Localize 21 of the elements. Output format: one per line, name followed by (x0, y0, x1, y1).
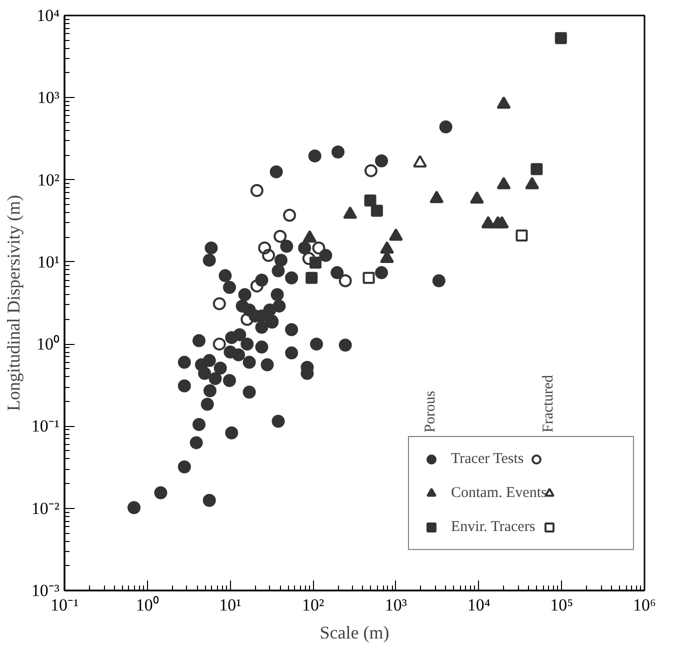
x-tick-label: 10⁰ (136, 596, 159, 614)
y-tick-label: 10⁻¹ (31, 416, 60, 436)
legend-label: Tracer Tests (451, 450, 525, 468)
y-tick-label: 10⁻² (31, 498, 60, 518)
x-tick-label: 10² (302, 596, 324, 614)
y-tick-label: 10⁴ (36, 6, 60, 25)
x-axis-title: Scale (m) (320, 622, 390, 642)
x-tick-label: 10⁶ (633, 596, 656, 614)
x-tick-label: 10⁵ (550, 596, 574, 614)
y-tick-label: 10⁰ (36, 334, 60, 354)
x-tick-label: 10⁴ (467, 596, 490, 614)
annotation: Fractured (540, 374, 556, 432)
x-tick-label: 10³ (384, 596, 407, 614)
annotation: Porous (422, 390, 438, 432)
y-tick-label: 10¹ (37, 252, 60, 272)
legend-label: Contam. Events (451, 484, 548, 502)
x-tick-label: 10¹ (219, 596, 242, 614)
y-axis-title: Longitudinal Dispersivity (m) (3, 195, 24, 411)
y-tick-label: 10³ (37, 88, 60, 108)
legend-label: Envir. Tracers (451, 518, 536, 536)
y-tick-label: 10² (37, 170, 60, 190)
